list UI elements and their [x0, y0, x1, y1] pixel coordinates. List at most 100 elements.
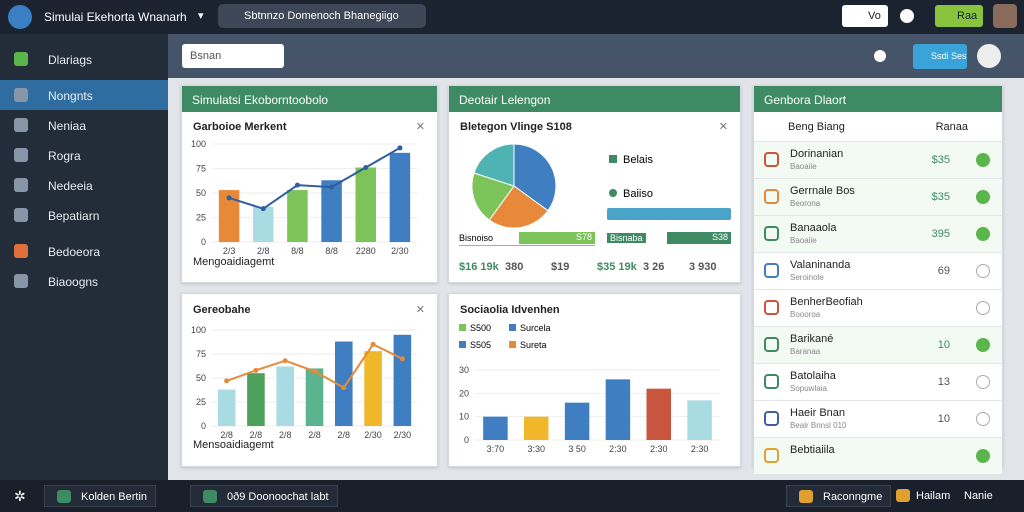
legend-swatch: [509, 324, 516, 331]
sidebar-label: Bedoeora: [48, 245, 101, 259]
y-tick-label: 10: [459, 412, 469, 422]
bar: [335, 341, 353, 426]
x-tick-label: 2:30: [609, 444, 627, 454]
line-point: [260, 206, 266, 212]
legend-label: Belais: [623, 154, 653, 166]
progress-track: [607, 208, 731, 220]
list-item[interactable]: Batolaiha Sopuwlaia 13: [754, 363, 1002, 400]
sidebar-item[interactable]: Nedeeia: [0, 170, 168, 200]
taskbar: ✲ Kolden Bertin 0ð9 Doonoochat labt Raconng…: [0, 480, 1024, 512]
y-tick-label: 30: [459, 365, 469, 375]
search-placeholder: Bsnan: [190, 50, 222, 62]
sidebar-item[interactable]: Bedoeora: [0, 236, 168, 266]
sidebar-label: Nedeeia: [48, 179, 93, 193]
sidebar-label: Bepatiarn: [48, 209, 100, 223]
list-item[interactable]: BenherBeofiah Boooroa: [754, 289, 1002, 326]
sidebar-item[interactable]: Bepatiarn: [0, 200, 168, 230]
taskbar-item[interactable]: Kolden Bertin: [44, 485, 157, 507]
taskbar-item[interactable]: Raconngme: [786, 485, 892, 507]
item-label: Dorinanian: [790, 148, 844, 160]
workspace-label: Sbtnnzo Domenoch Bhanegiigo: [244, 10, 399, 22]
user-avatar[interactable]: [977, 44, 1001, 68]
item-icon: [764, 337, 779, 352]
legend-label: S500: [470, 323, 492, 333]
taskbar-label: Hailam: [916, 490, 951, 502]
pie-chart: [471, 143, 557, 229]
item-icon: [764, 152, 779, 167]
chart-title: Bletegon Vlinge S108: [460, 121, 572, 133]
list-item[interactable]: Dorinanian Baoaiie $35: [754, 141, 1002, 178]
y-tick-label: 25: [196, 213, 206, 223]
sidebar-header[interactable]: Dlariags: [0, 42, 168, 76]
sidebar-icon: [14, 148, 28, 162]
x-tick-label: 2/8: [220, 430, 233, 440]
taskbar-label: Raconngme: [823, 491, 883, 503]
toggle-button[interactable]: Vo: [842, 5, 888, 27]
sidebar-label: Biaoogns: [48, 275, 99, 289]
item-icon: [764, 226, 779, 241]
list-item[interactable]: Valaninanda Seroinole 69: [754, 252, 1002, 289]
item-status: [976, 375, 990, 389]
status-icon[interactable]: [900, 9, 914, 23]
x-tick-label: 2/30: [364, 430, 382, 440]
legend-swatch: [609, 189, 617, 197]
list-item[interactable]: Gerrnale Bos Beorona $35: [754, 178, 1002, 215]
avatar[interactable]: [993, 4, 1017, 28]
action-label: Raa: [957, 10, 978, 22]
x-tick-label: 2/3: [223, 246, 236, 256]
chart-footer: Mengoaidiagemt: [193, 256, 275, 268]
settings-icon[interactable]: ✲: [14, 488, 26, 504]
list-item[interactable]: Haeir Bnan Bealr Bnnsl 010 10: [754, 400, 1002, 437]
sidebar-item[interactable]: Nongnts: [0, 80, 168, 110]
taskbar-item[interactable]: Nanie: [952, 485, 1001, 507]
stat-value: $19: [551, 261, 570, 273]
y-tick-label: 0: [201, 237, 206, 247]
workspace-selector[interactable]: Sbtnnzo Domenoch Bhanegiigo: [218, 4, 426, 28]
taskbar-item[interactable]: Hailam: [884, 485, 958, 507]
legend: S500 Surcela S505 Sureta: [459, 322, 569, 356]
search-box[interactable]: Bsnan: [182, 44, 284, 68]
list-item[interactable]: Bebtiaiila: [754, 437, 1002, 474]
sidebar-icon: [14, 118, 28, 132]
panel: Sociaolia Idvenhen S500 Surcela S505 Sureta…: [448, 293, 741, 467]
sidebar-item[interactable]: Rogra: [0, 140, 168, 170]
panel: Genbora Dlaort Beng Biang Ranaa Dorinania…: [753, 85, 1003, 474]
sidebar-label: Nongnts: [48, 89, 93, 103]
legend-item: S500: [459, 323, 509, 333]
x-tick-label: 8/8: [325, 246, 338, 256]
x-tick-label: 2/8: [257, 246, 270, 256]
y-tick-label: 75: [196, 349, 206, 359]
action-button[interactable]: Raa: [935, 5, 983, 27]
sidebar-item[interactable]: Neniaa: [0, 110, 168, 140]
list-header-right: Ranaa: [935, 121, 968, 133]
sidebar-header-label: Dlariags: [48, 53, 93, 67]
panel-header: Genbora Dlaort: [754, 86, 1002, 112]
item-sub: Baoaiie: [790, 236, 817, 245]
item-label: Banaaola: [790, 222, 837, 234]
list-item[interactable]: Barikané Baranaa 10: [754, 326, 1002, 363]
dropdown-arrow[interactable]: ▾: [198, 10, 204, 22]
taskbar-item[interactable]: 0ð9 Doonoochat labt: [190, 485, 338, 507]
bar: [305, 368, 324, 426]
toolbar-icon[interactable]: [874, 50, 886, 62]
app-logo[interactable]: [8, 5, 32, 29]
bar: [605, 379, 631, 440]
item-status: [976, 227, 990, 241]
close-button[interactable]: ✕: [718, 121, 728, 133]
sidebar-icon: [14, 274, 28, 288]
bar: [687, 400, 712, 440]
legend-swatch: [509, 341, 516, 348]
list-item[interactable]: Banaaola Baoaiie 395: [754, 215, 1002, 252]
sidebar-icon: [14, 244, 28, 258]
chart: 0 25 50 75 100 2/3 2/8 8/8 8/8 2280 2/30: [191, 139, 417, 256]
sidebar-item[interactable]: Biaoogns: [0, 266, 168, 296]
panel-title: Simulatsi Ekoborntoobolo: [192, 93, 329, 107]
x-tick-label: 2/8: [250, 430, 263, 440]
item-sub: Boooroa: [790, 310, 821, 319]
sidebar-label: Rogra: [48, 149, 81, 163]
x-tick-label: 2/8: [308, 430, 321, 440]
close-button[interactable]: ✕: [415, 304, 425, 316]
legend-swatch: [459, 341, 466, 348]
close-button[interactable]: ✕: [415, 121, 425, 133]
toolbar-button[interactable]: Ssdi Ses: [913, 44, 967, 69]
